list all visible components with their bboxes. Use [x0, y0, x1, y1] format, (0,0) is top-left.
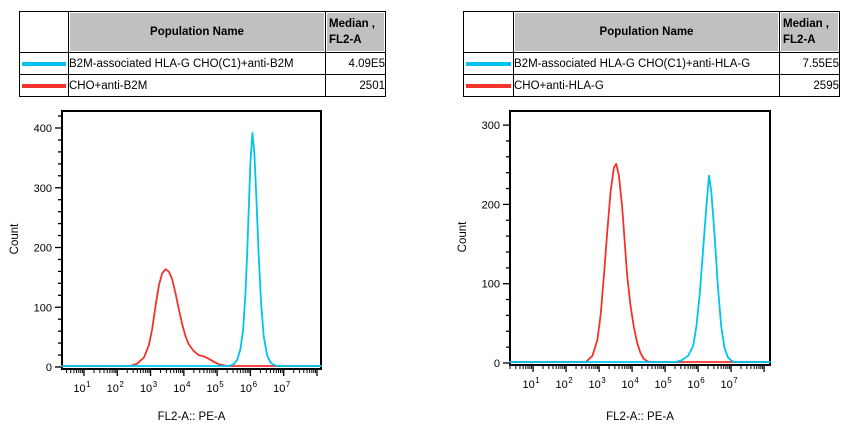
population-name-header: Population Name [515, 13, 778, 51]
population-name: CHO+anti-B2M [68, 74, 326, 97]
legend-row: CHO+anti-B2M 2501 [19, 74, 386, 97]
y-axis-title: Count [9, 223, 21, 254]
svg-text:104: 104 [621, 376, 639, 391]
median-value: 7.55E5 [779, 52, 840, 75]
median-value: 4.09E5 [325, 52, 386, 75]
legend-table-left: Population Name Median , FL2-A B2M-assoc… [19, 11, 386, 97]
svg-text:102: 102 [107, 380, 125, 395]
population-name-header: Population Name [70, 13, 324, 51]
svg-text:100: 100 [482, 279, 500, 291]
svg-text:101: 101 [73, 380, 91, 395]
series-color-swatch [466, 83, 511, 88]
population-name: B2M-associated HLA-G CHO(C1)+anti-B2M [68, 52, 326, 75]
legend-header-row: Population Name Median , FL2-A [19, 11, 386, 53]
svg-text:0: 0 [46, 362, 52, 374]
series-color-swatch [22, 61, 66, 66]
legend-swatch-header-cell [19, 11, 69, 53]
series-color-swatch [466, 61, 511, 66]
median-header-line2: FL2-A [783, 34, 816, 46]
x-axis-title: FL2-A:: PE-A [606, 411, 674, 423]
svg-text:0: 0 [494, 358, 500, 370]
median-value: 2595 [779, 74, 840, 97]
svg-text:300: 300 [482, 120, 500, 132]
svg-text:106: 106 [687, 376, 705, 391]
legend-row: CHO+anti-HLA-G 2595 [463, 74, 840, 97]
legend-median-header-cell: Median , FL2-A [325, 11, 386, 53]
legend-row: B2M-associated HLA-G CHO(C1)+anti-B2M 4.… [19, 52, 386, 75]
histogram-left: 0 100 200 300 400 101 102 103 104 105 106 107 FL2-A:… [9, 110, 322, 423]
median-value: 2501 [325, 74, 386, 97]
histogram-curve [509, 162, 771, 363]
y-axis-title: Count [457, 221, 469, 252]
histogram-curve [509, 174, 771, 363]
svg-text:106: 106 [240, 380, 258, 395]
svg-text:101: 101 [522, 376, 540, 391]
svg-text:105: 105 [654, 376, 672, 391]
legend-table-right: Population Name Median , FL2-A B2M-assoc… [463, 11, 840, 97]
svg-text:104: 104 [173, 380, 191, 395]
svg-text:105: 105 [207, 380, 225, 395]
legend-population-header-cell: Population Name [513, 11, 780, 53]
svg-text:102: 102 [555, 376, 573, 391]
population-name: CHO+anti-HLA-G [513, 74, 780, 97]
svg-text:400: 400 [34, 123, 52, 135]
svg-text:300: 300 [34, 183, 52, 195]
svg-text:107: 107 [273, 380, 291, 395]
legend-header-row: Population Name Median , FL2-A [463, 11, 840, 53]
histogram-curve [61, 132, 322, 367]
population-name: B2M-associated HLA-G CHO(C1)+anti-HLA-G [513, 52, 780, 75]
svg-text:100: 100 [34, 302, 52, 314]
median-header-line1: Median , [783, 18, 830, 30]
svg-text:103: 103 [140, 380, 158, 395]
legend-swatch-header-cell [463, 11, 514, 53]
legend-median-header-cell: Median , FL2-A [779, 11, 840, 53]
legend-population-header-cell: Population Name [68, 11, 326, 53]
histogram-curve [61, 268, 322, 367]
svg-text:200: 200 [34, 243, 52, 255]
series-color-swatch [22, 83, 66, 88]
svg-text:200: 200 [482, 199, 500, 211]
svg-text:103: 103 [588, 376, 606, 391]
legend-row: B2M-associated HLA-G CHO(C1)+anti-HLA-G … [463, 52, 840, 75]
svg-text:107: 107 [720, 376, 738, 391]
median-header-line1: Median , [329, 18, 376, 30]
x-axis-title: FL2-A:: PE-A [158, 411, 226, 423]
median-header-line2: FL2-A [329, 34, 362, 46]
